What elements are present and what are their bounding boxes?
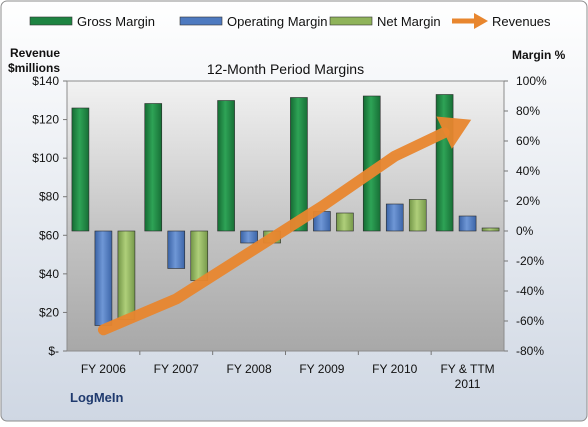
left-axis-unit-label: $millions bbox=[8, 61, 60, 75]
bar-net-margin bbox=[118, 231, 135, 320]
bar-operating-margin bbox=[459, 216, 476, 231]
right-tick-label: -40% bbox=[516, 284, 544, 298]
right-tick-label: 60% bbox=[516, 134, 540, 148]
left-tick-label: $80 bbox=[39, 190, 59, 204]
left-tick-label: $20 bbox=[39, 305, 59, 319]
right-tick-label: 20% bbox=[516, 194, 540, 208]
bar-net-margin bbox=[336, 213, 353, 231]
category-label: FY 2006 bbox=[81, 362, 126, 376]
chart-title: 12-Month Period Margins bbox=[207, 61, 364, 77]
legend-label-gross-margin: Gross Margin bbox=[77, 14, 155, 29]
left-tick-label: $100 bbox=[32, 151, 59, 165]
category-label: FY 2010 bbox=[372, 362, 417, 376]
legend-label-operating-margin: Operating Margin bbox=[227, 14, 327, 29]
bar-net-margin bbox=[191, 231, 208, 281]
bar-operating-margin bbox=[386, 204, 403, 231]
legend-swatch-gross-margin bbox=[30, 17, 72, 25]
category-label: FY & TTM bbox=[440, 362, 494, 376]
right-tick-label: -20% bbox=[516, 254, 544, 268]
bar-net-margin bbox=[409, 200, 426, 232]
bar-operating-margin bbox=[241, 231, 258, 243]
category-label: 2011 bbox=[455, 377, 481, 391]
right-tick-label: 0% bbox=[516, 224, 534, 238]
bar-gross-margin bbox=[145, 104, 162, 232]
company-label: LogMeIn bbox=[70, 390, 123, 405]
right-axis-label: Margin % bbox=[512, 48, 566, 62]
left-tick-label: $40 bbox=[39, 267, 59, 281]
left-tick-label: $120 bbox=[32, 113, 59, 127]
bar-gross-margin bbox=[436, 95, 453, 232]
legend-swatch-operating-margin bbox=[180, 17, 222, 25]
category-label: FY 2007 bbox=[154, 362, 199, 376]
right-tick-label: -80% bbox=[516, 344, 544, 358]
bar-gross-margin bbox=[218, 101, 235, 232]
left-axis-label: Revenue bbox=[10, 46, 60, 60]
bar-operating-margin bbox=[95, 231, 112, 326]
category-label: FY 2009 bbox=[299, 362, 344, 376]
bar-gross-margin bbox=[72, 108, 89, 231]
bar-net-margin bbox=[482, 228, 499, 231]
bar-operating-margin bbox=[168, 231, 185, 269]
legend-swatch-net-margin bbox=[330, 17, 372, 25]
category-label: FY 2008 bbox=[227, 362, 272, 376]
left-tick-label: $140 bbox=[32, 74, 59, 88]
right-tick-label: -60% bbox=[516, 314, 544, 328]
left-tick-label: $- bbox=[48, 344, 59, 358]
left-tick-label: $60 bbox=[39, 228, 59, 242]
right-tick-label: 100% bbox=[516, 74, 547, 88]
right-tick-label: 40% bbox=[516, 164, 540, 178]
legend-label-net-margin: Net Margin bbox=[377, 14, 441, 29]
right-tick-label: 80% bbox=[516, 104, 540, 118]
legend-label-revenues: Revenues bbox=[492, 14, 551, 29]
